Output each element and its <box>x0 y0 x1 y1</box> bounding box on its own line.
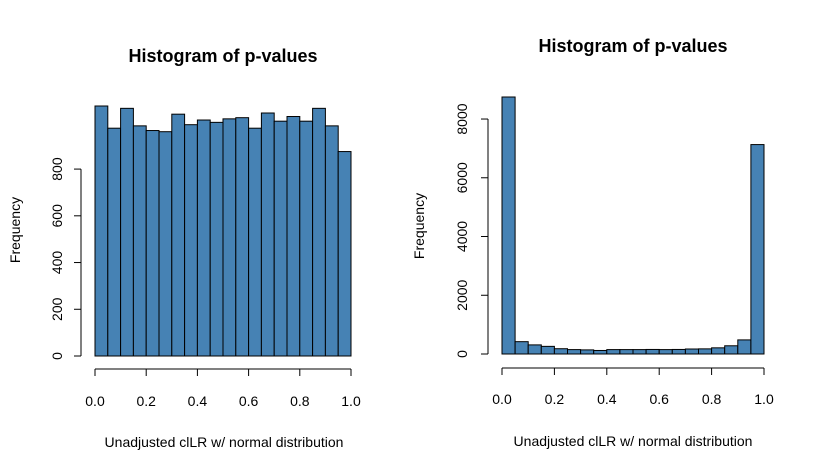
x-tick-label: 1.0 <box>754 391 774 407</box>
y-tick-label: 400 <box>49 251 65 275</box>
histogram-bar <box>580 349 595 355</box>
bars <box>501 96 765 355</box>
y-axis-label: Frequency <box>7 197 23 263</box>
histogram-bar <box>107 127 122 357</box>
histogram-bar <box>286 116 301 357</box>
histogram-bar <box>324 125 339 357</box>
histogram-panel-left: Histogram of p-values Unadjusted clLR w/… <box>7 46 361 450</box>
histogram-panel-right: Histogram of p-values Unadjusted clLR w/… <box>411 36 774 449</box>
x-tick-label: 0.0 <box>492 391 512 407</box>
y-tick-label: 0 <box>454 350 470 358</box>
y-tick-label: 6000 <box>454 162 470 193</box>
x-tick-label: 1.0 <box>341 393 361 409</box>
histogram-bar <box>724 345 739 355</box>
x-tick-label: 0.0 <box>85 393 105 409</box>
y-tick-label: 2000 <box>454 279 470 310</box>
y-tick-label: 200 <box>49 297 65 321</box>
x-tick-label: 0.2 <box>136 393 156 409</box>
x-tick-label: 0.4 <box>188 393 208 409</box>
x-axis-label: Unadjusted clLR w/ normal distribution <box>514 433 753 449</box>
histogram-bar <box>171 113 186 357</box>
histogram-bar <box>94 105 109 357</box>
histogram-bar <box>593 349 608 355</box>
histogram-bar <box>299 120 314 357</box>
histogram-bar <box>312 107 326 357</box>
histogram-bar <box>606 349 621 355</box>
y-tick-label: 4000 <box>454 221 470 252</box>
histogram-bar <box>209 121 224 357</box>
histogram-bar <box>671 348 686 355</box>
histogram-bar <box>248 127 262 357</box>
y-axis: 0 2000 4000 6000 8000 <box>454 103 489 358</box>
x-axis: 0.0 0.2 0.4 0.6 0.8 1.0 <box>85 368 361 409</box>
histogram-bar <box>527 344 542 355</box>
histogram-bar <box>684 348 700 355</box>
histogram-bar <box>235 117 250 357</box>
x-tick-label: 0.8 <box>290 393 310 409</box>
histogram-bar <box>698 348 713 355</box>
y-axis: 0 200 400 600 800 <box>49 157 82 360</box>
x-tick-label: 0.2 <box>545 391 565 407</box>
histogram-bar <box>658 349 673 355</box>
y-tick-label: 800 <box>49 157 65 181</box>
histogram-bar <box>711 347 726 355</box>
bars <box>94 105 352 357</box>
chart-title: Histogram of p-values <box>128 46 317 66</box>
x-tick-label: 0.6 <box>239 393 259 409</box>
histogram-bar <box>337 151 352 357</box>
histogram-bar <box>553 348 569 355</box>
x-axis-label: Unadjusted clLR w/ normal distribution <box>105 434 344 450</box>
histogram-bar <box>737 339 752 355</box>
x-tick-label: 0.8 <box>702 391 722 407</box>
histogram-bar <box>619 349 634 355</box>
y-tick-label: 600 <box>49 204 65 228</box>
histogram-bar <box>260 112 275 357</box>
x-axis: 0.0 0.2 0.4 0.6 0.8 1.0 <box>492 367 774 407</box>
x-tick-label: 0.6 <box>649 391 669 407</box>
histogram-bar <box>632 349 647 355</box>
histogram-bar <box>645 348 660 355</box>
y-tick-label: 0 <box>49 352 65 360</box>
y-axis-label: Frequency <box>411 193 427 259</box>
histogram-bar <box>501 96 516 355</box>
y-tick-label: 8000 <box>454 103 470 134</box>
histogram-bar <box>222 118 237 357</box>
histogram-bar <box>132 125 147 357</box>
x-tick-label: 0.4 <box>597 391 617 407</box>
histogram-bar <box>184 124 198 357</box>
chart-title: Histogram of p-values <box>538 36 727 56</box>
histogram-bar <box>540 345 555 355</box>
histogram-bar <box>145 130 160 357</box>
histogram-bar <box>196 119 211 357</box>
histogram-bar <box>273 120 288 357</box>
histogram-bar <box>750 144 765 355</box>
histogram-bar <box>158 131 173 357</box>
histogram-bar <box>567 349 582 355</box>
histogram-bar <box>514 341 529 355</box>
histogram-bar <box>120 107 134 357</box>
